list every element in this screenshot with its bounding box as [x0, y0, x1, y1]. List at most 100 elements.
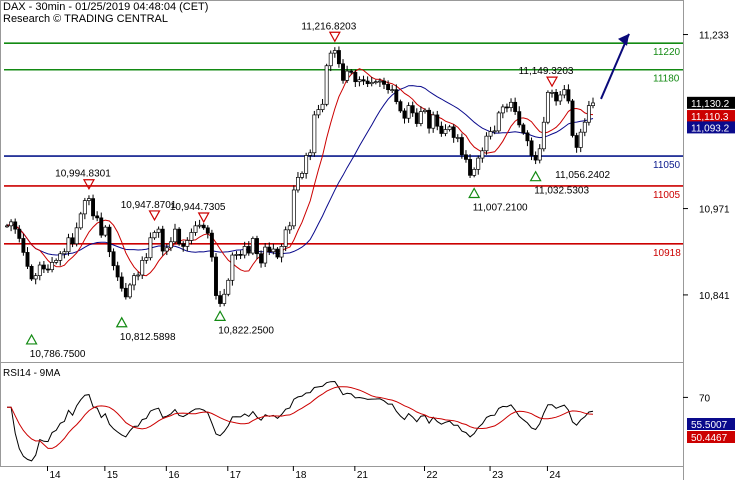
y-tick-label: 11,233	[699, 31, 729, 42]
rsi-panel-title: RSI14 - 9MA	[3, 368, 61, 379]
rsi-value-tag	[687, 418, 735, 430]
swing-high-label: 11,216.8203	[301, 21, 356, 32]
swing-low-marker	[25, 333, 38, 345]
candle-body	[197, 224, 202, 227]
candle-body	[353, 72, 358, 83]
candle-body	[291, 189, 296, 227]
candle-body	[103, 226, 108, 236]
candle-body	[423, 109, 427, 112]
rsi-ma-line	[7, 386, 594, 449]
candle-body	[365, 80, 370, 85]
candle-body	[144, 257, 149, 261]
ma-red-line	[6, 68, 594, 277]
candle-body	[25, 252, 30, 267]
level-label-11050: 11050	[653, 160, 681, 171]
candle-body	[484, 135, 489, 152]
x-tick-label: 23	[492, 470, 504, 480]
candle-body	[377, 80, 382, 83]
candle-body	[21, 238, 26, 253]
candle-body	[218, 295, 223, 304]
candle-body	[13, 221, 18, 230]
candle-body	[296, 176, 300, 191]
swing-high-marker	[328, 31, 341, 43]
candle-body	[488, 131, 493, 137]
candle-body	[33, 275, 38, 280]
candle-body	[492, 130, 497, 133]
rsi-value-tag	[687, 431, 735, 443]
price-tag	[687, 121, 735, 134]
candle-body	[222, 293, 227, 304]
candle-body	[509, 101, 513, 108]
candle-body	[447, 126, 452, 130]
rsi-tick-label: 70	[699, 393, 711, 404]
candle-body	[209, 232, 214, 258]
swing-low-label: 10,786.7500	[30, 349, 86, 360]
swing-high-marker	[148, 210, 161, 222]
candle-body	[410, 105, 415, 114]
candle-body	[480, 150, 485, 159]
candle-body	[574, 135, 579, 148]
candle-body	[300, 173, 304, 178]
rsi-value-text: 50.4467	[691, 433, 728, 444]
price-tag-text: 11,130.2	[691, 99, 730, 110]
candle-body	[279, 246, 284, 258]
candle-body	[517, 111, 522, 126]
x-tick-label: 16	[168, 470, 180, 480]
candle-body	[545, 91, 550, 123]
x-tick-label: 18	[295, 470, 307, 480]
projection-arrow-line	[600, 33, 630, 100]
candle-body	[271, 248, 276, 253]
level-label-10918: 10918	[653, 248, 681, 259]
candle-body	[111, 251, 116, 267]
candle-body	[390, 89, 395, 92]
candle-body	[361, 79, 366, 82]
candle-body	[591, 102, 595, 106]
candle-body	[255, 238, 259, 255]
candle-body	[160, 228, 165, 252]
candle-body	[177, 228, 182, 245]
level-label-11005: 11005	[653, 190, 681, 201]
candle-body	[464, 154, 468, 160]
swing-low-marker	[214, 310, 227, 321]
candle-body	[443, 129, 448, 134]
candle-body	[283, 229, 288, 247]
candle-body	[99, 217, 104, 236]
candle-body	[173, 228, 177, 243]
swing-high-marker	[197, 212, 210, 224]
candle-body	[500, 106, 505, 114]
candle-body	[468, 159, 473, 176]
candle-body	[107, 226, 112, 253]
candle-body	[29, 266, 34, 280]
candle-body	[537, 148, 542, 161]
candle-body	[328, 52, 333, 67]
candle-body	[525, 132, 530, 142]
candle-body	[156, 228, 161, 233]
swing-high-label: 10,944.7305	[170, 202, 226, 213]
candle-body	[459, 137, 464, 156]
candle-body	[119, 276, 124, 289]
candle-body	[373, 81, 378, 84]
swing-low-label: 10,812.5898	[120, 332, 176, 343]
swing-low-label: 11,007.2100	[473, 203, 528, 214]
candle-body	[17, 228, 22, 239]
candle-body	[562, 89, 567, 96]
candle-body	[5, 225, 9, 228]
candle-body	[267, 246, 272, 253]
candle-body	[127, 284, 132, 298]
candle-body	[308, 152, 313, 156]
candle-body	[345, 70, 350, 81]
candle-body	[336, 50, 341, 65]
swing-high-marker	[546, 76, 559, 88]
candle-body	[287, 225, 292, 231]
candle-body	[451, 126, 456, 138]
candle-body	[41, 264, 46, 270]
candle-body	[66, 237, 71, 253]
candle-body	[550, 91, 554, 94]
candle-body	[513, 101, 518, 112]
swing-high-marker	[82, 179, 95, 190]
candle-body	[205, 227, 210, 234]
candle-body	[226, 279, 231, 295]
candle-body	[263, 246, 268, 264]
candle-body	[521, 124, 526, 134]
